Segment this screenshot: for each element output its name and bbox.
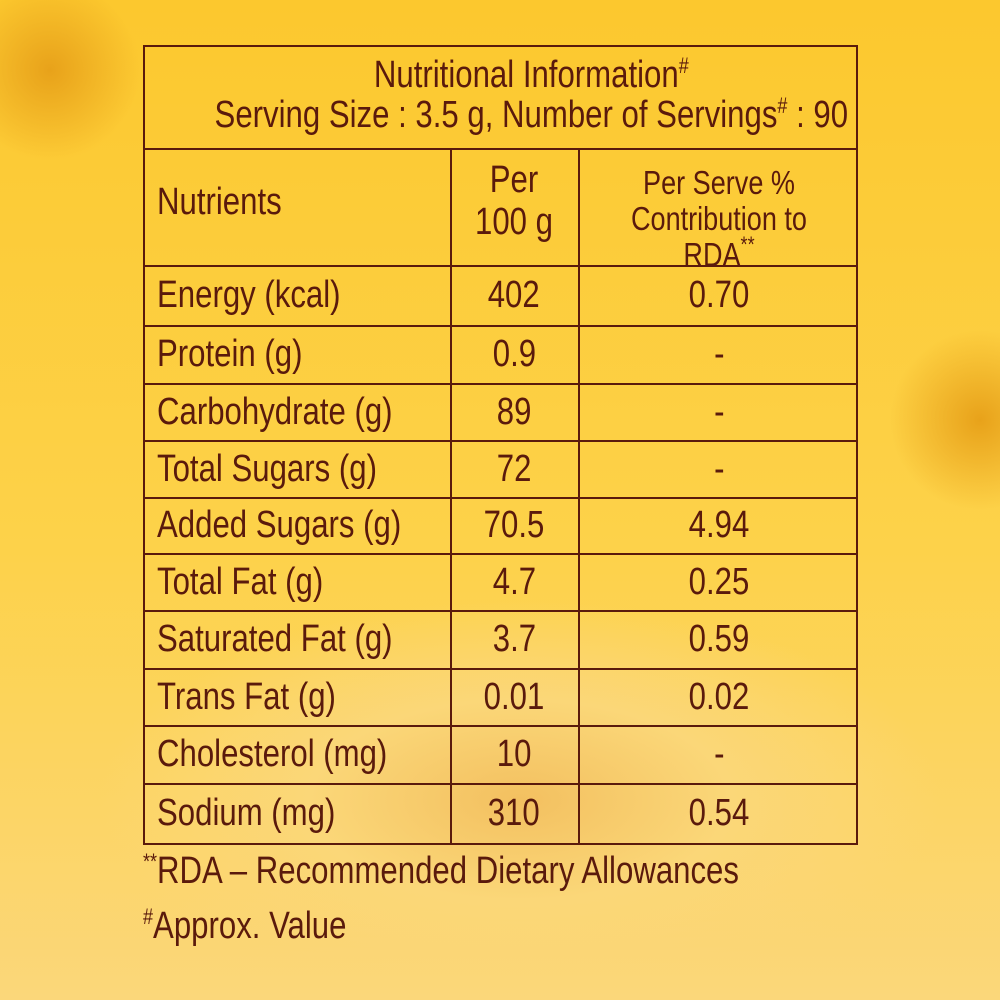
nutrient-name: Trans Fat (g) [157,677,447,717]
rule [578,148,580,843]
rule [145,497,856,499]
table-title: Nutritional Information# Serving Size : … [145,53,856,136]
nutrient-value: - [580,734,858,774]
column-header: Per 100 g [450,159,578,243]
text: Saturated Fat (g) [157,618,393,660]
text: - [713,733,725,775]
text: 4.7 [492,560,536,603]
nutrient-value: - [580,449,858,489]
nutrient-value: 0.59 [580,619,858,659]
title-mark: # [678,53,689,78]
text: 72 [496,447,532,490]
rule [145,553,856,555]
text: 10 [496,733,532,775]
footnote: **RDA – Recommended Dietary Allowances [143,850,870,893]
text: 70.5 [483,504,545,546]
text: 310 [488,792,540,834]
title: Nutritional Information [373,54,679,96]
nutrient-name: Carbohydrate (g) [157,392,447,432]
rule [145,148,856,150]
text: 4.94 [688,504,750,546]
nutrient-value: - [580,334,858,374]
column-header: Per Serve % Contribution to RDA** [580,165,858,273]
text: 0.9 [492,333,536,375]
nutrient-value: 4.94 [580,505,858,545]
nutrient-name: Added Sugars (g) [157,505,447,545]
nutrient-name: Energy (kcal) [157,275,447,315]
text: - [713,390,725,433]
nutrient-value: 310 [450,793,578,833]
serving-mark: # [777,93,788,118]
text: Per 100 g [475,159,553,243]
servings: : 90 [796,94,849,136]
text: 0.54 [688,792,750,834]
text: Energy (kcal) [157,274,341,316]
text: Nutrients [157,181,282,223]
text: 89 [496,390,532,433]
text: 402 [488,274,540,316]
nutrient-name: Total Sugars (g) [157,449,447,489]
nutrient-value: 70.5 [450,505,578,545]
text: Protein (g) [157,333,303,375]
nutrient-name: Cholesterol (mg) [157,734,447,774]
nutrient-value: 89 [450,392,578,432]
rule [145,783,856,785]
nutrient-name: Saturated Fat (g) [157,619,447,659]
text: Carbohydrate (g) [157,390,393,433]
footnote: #Approx. Value [143,905,391,948]
nutrient-value: 0.9 [450,334,578,374]
rda-mark: ** [740,232,755,257]
text: Cholesterol (mg) [157,733,388,775]
rule [145,265,856,267]
text: - [713,447,725,490]
text: - [713,333,725,375]
text: RDA – Recommended Dietary Allowances [157,850,739,892]
nutrient-name: Sodium (mg) [157,793,447,833]
rule [145,440,856,442]
text: # [143,904,154,929]
text: Added Sugars (g) [157,504,402,546]
rule [450,148,452,843]
rule [145,325,856,327]
rule [145,383,856,385]
text: Trans Fat (g) [157,675,336,718]
serving: Serving Size : 3.5 g, Number of Servings [214,94,778,136]
nutrient-value: 0.70 [580,275,858,315]
nutrient-name: Total Fat (g) [157,562,447,602]
nutrient-value: 10 [450,734,578,774]
rule [145,668,856,670]
nutrient-value: 0.25 [580,562,858,602]
nutrient-name: Protein (g) [157,334,447,374]
nutrient-value: 402 [450,275,578,315]
text: Sodium (mg) [157,792,336,834]
nutrient-value: 3.7 [450,619,578,659]
nutrient-value: 72 [450,449,578,489]
nutrient-value: 0.01 [450,677,578,717]
text: 0.59 [688,618,750,660]
text: ** [143,849,158,874]
nutrient-value: 4.7 [450,562,578,602]
text: Total Sugars (g) [157,447,377,490]
nutrient-value: - [580,392,858,432]
rule [145,610,856,612]
column-header: Nutrients [157,182,309,222]
text: 0.01 [483,675,545,718]
nutrient-value: 0.02 [580,677,858,717]
text: 0.70 [688,274,750,316]
text: 0.02 [688,675,750,718]
text: 3.7 [492,618,536,660]
nutrition-table: Nutritional Information# Serving Size : … [143,45,858,845]
text: Per Serve % Contribution to RDA [630,164,807,273]
text: 0.25 [688,560,750,603]
rule [145,725,856,727]
text: Total Fat (g) [157,560,324,603]
nutrient-value: 0.54 [580,793,858,833]
text: Approx. Value [153,905,347,947]
